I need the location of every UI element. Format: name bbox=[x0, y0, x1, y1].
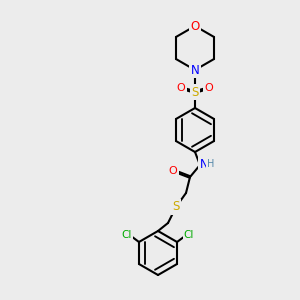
Text: N: N bbox=[190, 64, 200, 76]
Text: N: N bbox=[200, 158, 208, 172]
Text: O: O bbox=[190, 20, 200, 32]
Text: Cl: Cl bbox=[122, 230, 132, 240]
Text: O: O bbox=[177, 83, 185, 93]
Text: Cl: Cl bbox=[184, 230, 194, 240]
Text: O: O bbox=[169, 166, 177, 176]
Text: S: S bbox=[191, 85, 199, 98]
Text: O: O bbox=[205, 83, 213, 93]
Text: S: S bbox=[172, 200, 180, 214]
Text: H: H bbox=[207, 159, 215, 169]
